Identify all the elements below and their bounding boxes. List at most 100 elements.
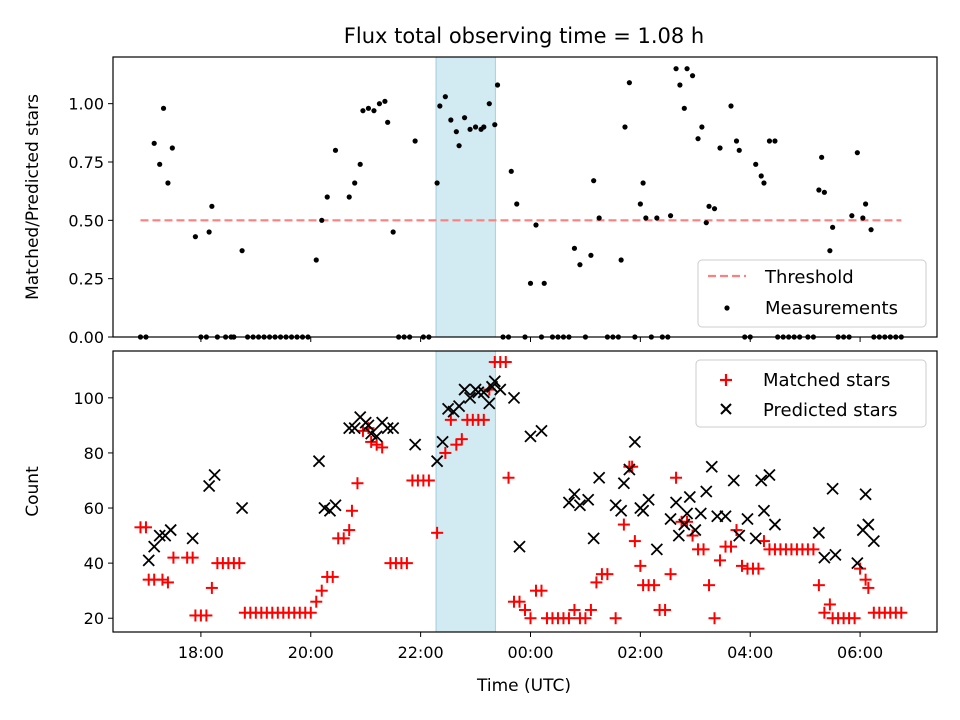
- bottom-legend: Matched stars Predicted stars: [695, 359, 927, 428]
- measurement-point: [577, 262, 583, 268]
- ratio-panel: Flux total observing time = 1.08 h 0.000…: [23, 24, 938, 347]
- measurement-point: [733, 138, 740, 144]
- predicted-star-point: [142, 554, 155, 567]
- matched-star-point: [233, 557, 246, 570]
- measurement-point: [527, 280, 534, 286]
- measurement-point: [239, 248, 245, 254]
- measurement-point: [588, 252, 594, 258]
- measurement-point: [533, 222, 539, 228]
- measurement-point: [357, 161, 363, 167]
- y-tick-label: 20: [84, 609, 104, 628]
- predicted-star-point: [408, 438, 422, 451]
- matched-star-point: [648, 579, 661, 592]
- predicted-star-point: [329, 499, 342, 512]
- matched-star-point: [735, 559, 748, 572]
- matched-star-point: [568, 603, 581, 616]
- predicted-star-point: [381, 422, 394, 435]
- predicted-star-point: [483, 397, 496, 410]
- matched-star-point: [848, 612, 861, 625]
- predicted-star-point: [818, 551, 831, 564]
- measurement-point: [486, 101, 492, 107]
- measurement-point: [169, 145, 175, 151]
- y-tick-label: 0.00: [68, 328, 104, 347]
- predicted-star-point: [826, 482, 839, 495]
- matched-star-point: [326, 570, 339, 583]
- matched-star-point: [628, 535, 641, 548]
- matched-star-point: [579, 612, 592, 625]
- matched-star-point: [161, 576, 174, 589]
- matched-star-point: [708, 612, 721, 625]
- measurement-point: [412, 138, 418, 144]
- matched-star-point: [370, 438, 383, 451]
- matched-star-point: [477, 413, 490, 426]
- matched-star-point: [757, 535, 770, 548]
- predicted-star-point: [348, 422, 361, 435]
- top-legend-box: [697, 259, 927, 328]
- predicted-star-point: [680, 507, 694, 520]
- y-tick-label: 0.50: [68, 211, 104, 230]
- predicted-star-point: [694, 507, 707, 520]
- predicted-star-point: [370, 430, 383, 443]
- measurement-point: [868, 227, 874, 233]
- matched-star-point: [365, 435, 378, 448]
- predicted-star-point: [507, 391, 521, 404]
- measurement-point: [319, 217, 325, 223]
- matched-star-point: [400, 557, 413, 570]
- predicted-stars-points: [142, 375, 880, 570]
- measurement-point: [165, 180, 171, 186]
- matched-star-point: [697, 543, 710, 556]
- predicted-star-point: [458, 383, 471, 396]
- matched-star-point: [859, 573, 872, 586]
- legend-matched-label: Matched stars: [763, 370, 890, 391]
- matched-star-point: [584, 603, 597, 616]
- measurement-point: [492, 122, 498, 128]
- y-tick-label: 100: [73, 389, 104, 408]
- predicted-star-point: [587, 532, 600, 545]
- measurement-point: [717, 145, 723, 151]
- x-tick-label: 20:00: [288, 643, 334, 662]
- y-tick-label: 40: [84, 554, 104, 573]
- legend-measurements-swatch: [724, 305, 730, 311]
- measurement-point: [860, 215, 866, 221]
- measurement-point: [371, 108, 377, 114]
- predicted-star-point: [749, 532, 762, 545]
- top-legend: Threshold Measurements: [697, 259, 927, 328]
- matched-star-point: [343, 524, 356, 537]
- measurement-point: [637, 201, 643, 207]
- predicted-star-point: [733, 529, 746, 542]
- measurement-point: [157, 161, 163, 167]
- predicted-star-point: [535, 424, 548, 438]
- predicted-star-point: [812, 526, 826, 539]
- matched-star-point: [590, 576, 603, 589]
- measurement-point: [618, 257, 624, 263]
- matched-star-point: [634, 559, 647, 572]
- predicted-star-point: [153, 529, 166, 542]
- measurement-point: [849, 213, 855, 219]
- measurement-point: [346, 194, 352, 200]
- matched-star-point: [862, 581, 875, 594]
- matched-star-point: [351, 477, 364, 490]
- predicted-star-point: [669, 496, 683, 509]
- predicted-star-point: [164, 523, 177, 537]
- matched-star-point: [200, 609, 213, 622]
- top-axes-frame: [112, 56, 938, 338]
- legend-predicted-swatch: [720, 403, 732, 415]
- measurement-point: [728, 103, 734, 109]
- measurement-point: [448, 117, 454, 123]
- matched-star-point: [601, 568, 614, 581]
- x-tick-label: 18:00: [178, 643, 224, 662]
- measurement-point: [654, 215, 660, 221]
- predicted-star-point: [513, 540, 526, 553]
- predicted-star-point: [208, 468, 221, 482]
- measurement-point: [442, 94, 448, 100]
- y-tick-label: 0.25: [68, 270, 104, 289]
- bottom-axes-frame: [112, 350, 938, 633]
- measurement-point: [209, 203, 215, 209]
- measurement-point: [434, 180, 440, 186]
- predicted-star-point: [477, 386, 490, 399]
- predicted-star-point: [851, 556, 864, 570]
- matched-star-point: [725, 540, 737, 553]
- bottom-axis-ticks: 18:00 20:00 22:00 00:00 02:00 04:00 06:00 20 40 6…: [73, 389, 883, 662]
- matched-star-point: [444, 413, 457, 426]
- predicted-star-point: [362, 419, 375, 432]
